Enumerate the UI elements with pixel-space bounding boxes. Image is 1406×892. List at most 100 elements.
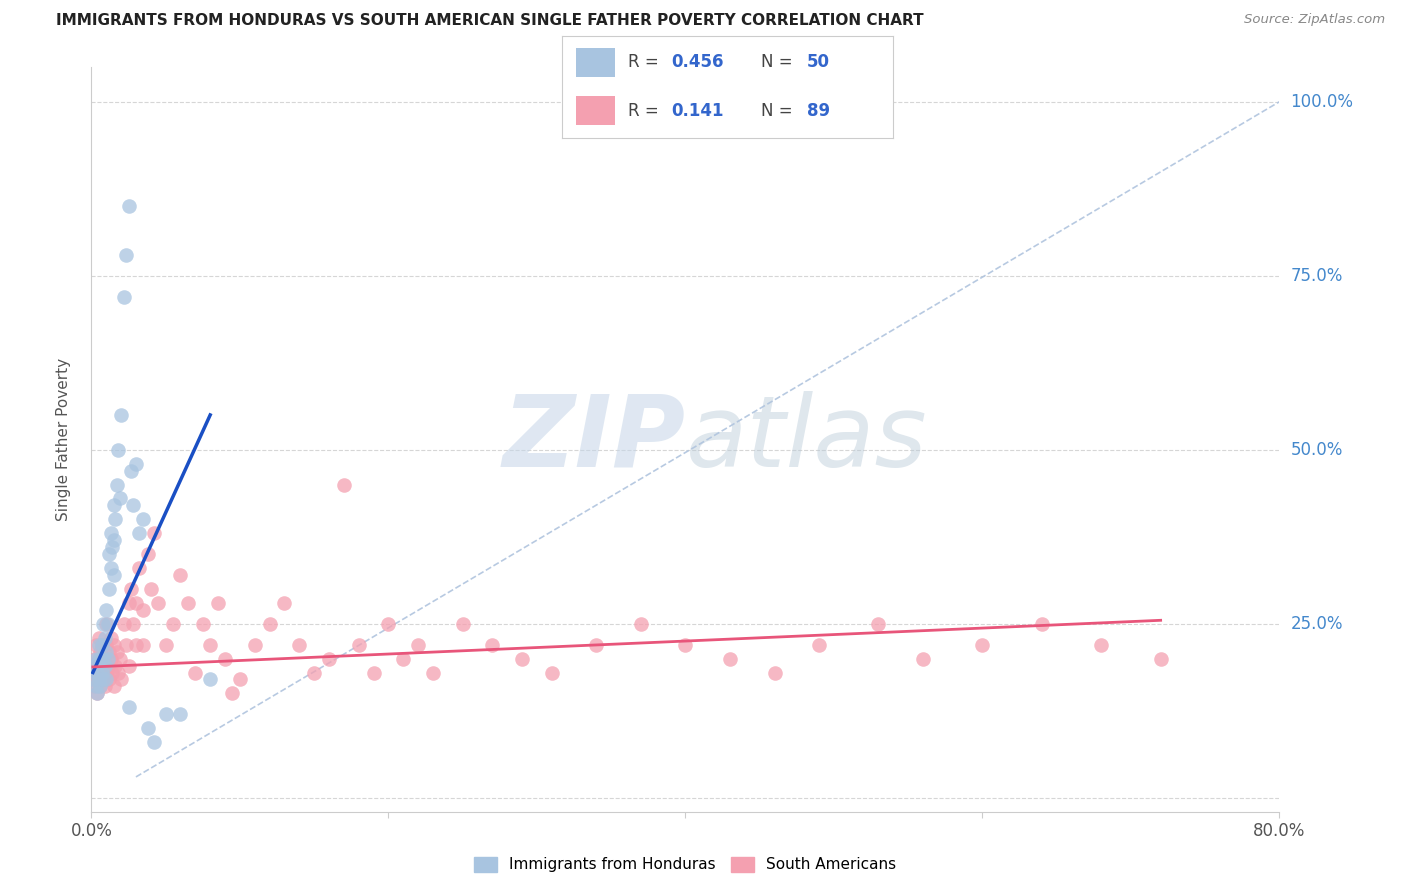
- Point: [89, 680, 111, 694]
- Point: [718, 651, 741, 665]
- Point: [84, 665, 107, 680]
- Point: [84, 638, 107, 652]
- Point: [1090, 638, 1112, 652]
- Point: [169, 707, 191, 722]
- Point: [406, 638, 429, 652]
- Point: [184, 665, 207, 680]
- Point: [105, 477, 128, 491]
- Text: 75.0%: 75.0%: [1291, 267, 1343, 285]
- Point: [91, 616, 114, 631]
- Point: [105, 645, 128, 659]
- Point: [87, 673, 110, 687]
- Point: [94, 680, 117, 694]
- Point: [132, 512, 155, 526]
- Point: [90, 638, 112, 652]
- Point: [128, 561, 150, 575]
- Point: [112, 290, 135, 304]
- Point: [273, 596, 295, 610]
- Point: [112, 616, 135, 631]
- Point: [89, 651, 111, 665]
- Point: [87, 673, 110, 687]
- Point: [94, 651, 117, 665]
- Point: [392, 651, 415, 665]
- Point: [82, 673, 104, 687]
- Text: N =: N =: [761, 53, 797, 70]
- Text: 50.0%: 50.0%: [1291, 441, 1343, 458]
- Text: R =: R =: [628, 102, 669, 120]
- Point: [90, 638, 112, 652]
- Point: [136, 721, 159, 735]
- Point: [169, 568, 191, 582]
- Point: [673, 638, 696, 652]
- Point: [101, 540, 124, 554]
- Text: 0.456: 0.456: [672, 53, 724, 70]
- Point: [148, 596, 170, 610]
- Point: [200, 638, 222, 652]
- Text: 100.0%: 100.0%: [1291, 93, 1354, 111]
- Point: [155, 638, 177, 652]
- Point: [100, 561, 122, 575]
- Text: N =: N =: [761, 102, 797, 120]
- Point: [96, 616, 118, 631]
- Point: [288, 638, 311, 652]
- Text: 25.0%: 25.0%: [1291, 615, 1343, 632]
- Point: [104, 512, 127, 526]
- Point: [96, 645, 118, 659]
- Point: [101, 665, 124, 680]
- Point: [84, 680, 107, 694]
- Point: [177, 596, 200, 610]
- Point: [87, 638, 110, 652]
- Point: [108, 651, 131, 665]
- Point: [510, 651, 533, 665]
- Point: [89, 680, 111, 694]
- Text: ZIP: ZIP: [502, 391, 685, 488]
- Point: [103, 680, 125, 694]
- Point: [91, 658, 114, 673]
- Point: [86, 686, 108, 700]
- Point: [422, 665, 444, 680]
- Point: [87, 651, 110, 665]
- Point: [377, 616, 399, 631]
- Point: [98, 582, 121, 596]
- Point: [96, 603, 118, 617]
- Point: [91, 651, 114, 665]
- Point: [972, 638, 994, 652]
- Point: [125, 638, 148, 652]
- Y-axis label: Single Father Poverty: Single Father Poverty: [56, 358, 70, 521]
- Point: [200, 673, 222, 687]
- Point: [207, 596, 229, 610]
- Point: [87, 631, 110, 645]
- Point: [96, 665, 118, 680]
- Point: [82, 673, 104, 687]
- Point: [107, 442, 129, 457]
- Point: [86, 665, 108, 680]
- Point: [94, 658, 117, 673]
- Point: [191, 616, 214, 631]
- Point: [243, 638, 266, 652]
- Point: [122, 499, 145, 513]
- Point: [110, 408, 132, 422]
- Point: [89, 645, 111, 659]
- Point: [122, 616, 145, 631]
- Point: [132, 638, 155, 652]
- Text: IMMIGRANTS FROM HONDURAS VS SOUTH AMERICAN SINGLE FATHER POVERTY CORRELATION CHA: IMMIGRANTS FROM HONDURAS VS SOUTH AMERIC…: [56, 13, 924, 29]
- Point: [96, 673, 118, 687]
- Point: [117, 658, 139, 673]
- Point: [302, 665, 325, 680]
- Point: [86, 686, 108, 700]
- Point: [139, 582, 162, 596]
- Point: [125, 596, 148, 610]
- Point: [100, 651, 122, 665]
- Point: [1149, 651, 1171, 665]
- Point: [103, 533, 125, 548]
- Point: [98, 547, 121, 561]
- Point: [868, 616, 890, 631]
- Point: [229, 673, 252, 687]
- Point: [104, 658, 127, 673]
- Text: 89: 89: [807, 102, 830, 120]
- Point: [97, 658, 120, 673]
- Point: [83, 651, 105, 665]
- Point: [90, 665, 112, 680]
- Point: [1031, 616, 1053, 631]
- Point: [318, 651, 340, 665]
